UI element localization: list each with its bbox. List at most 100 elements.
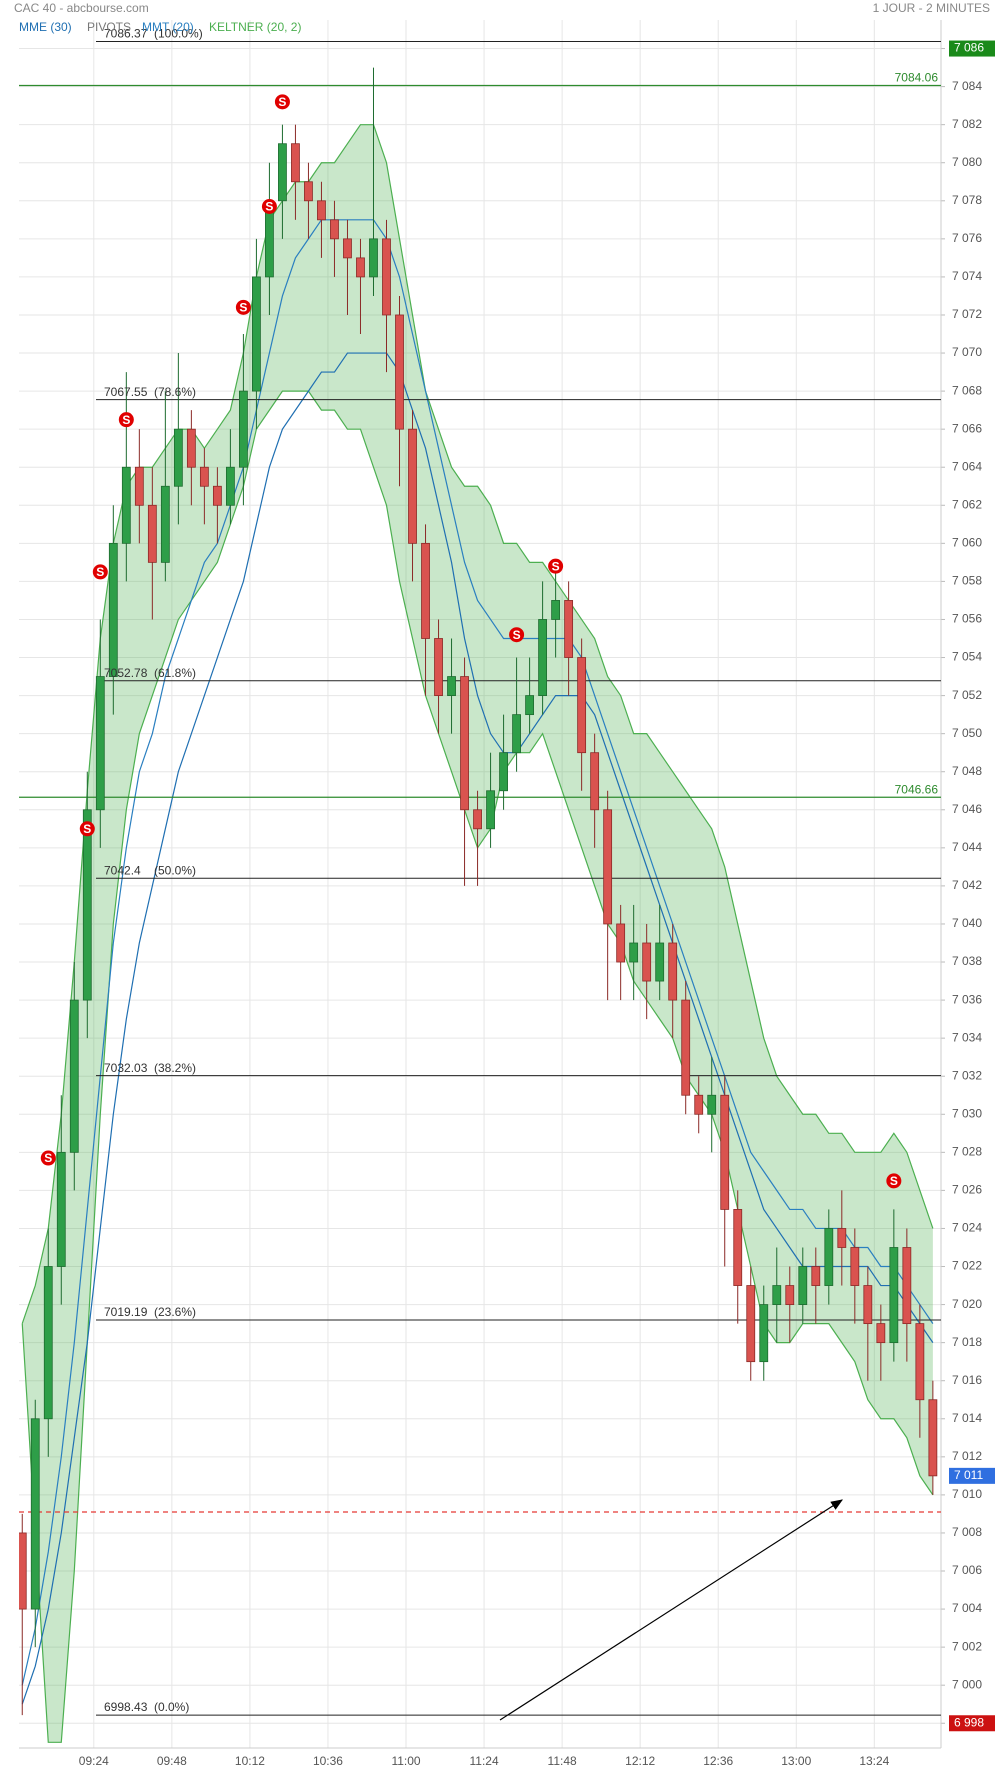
- signal-marker: [509, 627, 525, 643]
- chart-title: CAC 40 - abcbourse.com: [14, 1, 149, 15]
- candle-body: [915, 1323, 925, 1401]
- candle-body: [160, 485, 170, 563]
- fibonacci-ratio: (23.6%): [154, 1305, 196, 1319]
- candle-body: [19, 1532, 27, 1610]
- y-tick-label: 7 040: [952, 916, 982, 930]
- candle-body: [733, 1209, 743, 1286]
- candle-body: [603, 809, 613, 925]
- x-tick-label: 13:00: [781, 1754, 811, 1768]
- candle-body: [538, 619, 548, 696]
- y-tick-label: 7 056: [952, 612, 982, 626]
- x-tick-label: 09:48: [157, 1754, 187, 1768]
- price-tag: [949, 40, 995, 57]
- signal-label: S: [513, 628, 521, 642]
- y-tick-label: 7 002: [952, 1639, 982, 1653]
- candle-body: [889, 1247, 899, 1344]
- y-tick-label: 7 046: [952, 802, 982, 816]
- signal-label: S: [265, 200, 273, 214]
- pivot-label: 7084.06: [895, 71, 939, 85]
- fibonacci-ratio: (61.8%): [154, 666, 196, 680]
- x-tick-label: 13:24: [859, 1754, 889, 1768]
- y-tick-label: 7 004: [952, 1601, 982, 1615]
- candle-body: [69, 999, 79, 1153]
- y-tick-label: 7 054: [952, 650, 982, 664]
- candle-body: [876, 1323, 886, 1344]
- signal-label: S: [552, 559, 560, 573]
- signal-marker: [40, 1150, 56, 1166]
- y-tick-label: 7 070: [952, 345, 982, 359]
- candle-body: [668, 942, 678, 1001]
- signal-label: S: [44, 1151, 52, 1165]
- fibonacci-price: 7067.55: [104, 385, 148, 399]
- candle-body: [317, 200, 326, 221]
- candle-body: [225, 466, 235, 506]
- y-tick-label: 7 068: [952, 383, 982, 397]
- signal-marker: [886, 1173, 902, 1189]
- y-tick-label: 7 072: [952, 307, 982, 321]
- candle-body: [824, 1228, 834, 1286]
- signal-label: S: [890, 1174, 898, 1188]
- candle-body: [837, 1228, 847, 1248]
- price-tag-label: 6 998: [954, 1715, 984, 1729]
- x-tick-label: 11:24: [469, 1754, 498, 1768]
- candle-body: [291, 143, 300, 183]
- y-tick-label: 7 078: [952, 193, 982, 207]
- candle-body: [863, 1285, 873, 1325]
- signal-label: S: [83, 822, 91, 836]
- y-tick-label: 7 036: [952, 992, 982, 1006]
- fibonacci-price: 7052.78: [104, 666, 148, 680]
- fibonacci-price: 6998.43: [104, 1700, 148, 1714]
- fibonacci-price: 7042.4: [104, 863, 141, 877]
- x-tick-label: 11:48: [548, 1754, 577, 1768]
- signal-marker: [118, 412, 134, 428]
- candle-body: [408, 428, 417, 544]
- y-tick-label: 7 050: [952, 726, 982, 740]
- x-tick-label: 11:00: [391, 1754, 420, 1768]
- candle-body: [499, 752, 508, 792]
- fibonacci-price: 7086.37: [104, 27, 148, 41]
- x-tick-label: 12:36: [703, 1754, 733, 1768]
- candle-body: [811, 1266, 821, 1286]
- signal-marker: [235, 299, 251, 315]
- y-tick-label: 7 038: [952, 954, 982, 968]
- signal-label: S: [96, 565, 104, 579]
- fibonacci-ratio: (78.6%): [154, 385, 196, 399]
- candle-body: [395, 314, 404, 430]
- candle-body: [460, 676, 469, 811]
- candle-body: [343, 238, 352, 259]
- x-tick-label: 10:12: [235, 1754, 265, 1768]
- fibonacci-ratio: (0.0%): [154, 1700, 189, 1714]
- legend-entry: MMT (20): [142, 20, 194, 34]
- candle-body: [382, 238, 391, 316]
- candle-body: [746, 1285, 756, 1363]
- y-tick-label: 7 084: [952, 79, 982, 93]
- fibonacci-price: 7032.03: [104, 1061, 148, 1075]
- candle-body: [798, 1266, 808, 1305]
- candle-body: [304, 181, 313, 202]
- x-tick-label: 09:24: [79, 1754, 109, 1768]
- grid: 6 998 7 000 7 002 7 004 7 006 7 008 7 010 7 012…: [19, 20, 982, 1768]
- candle-body: [252, 276, 261, 392]
- y-tick-label: 7 058: [952, 574, 982, 588]
- candle-body: [199, 466, 209, 487]
- y-tick-label: 7 022: [952, 1259, 982, 1273]
- candle-body: [447, 676, 456, 696]
- candle-body: [590, 752, 600, 811]
- moving-average: [21, 352, 934, 1705]
- overlay: 7086.37 (100.0%) 7067.55 (78.6%) 7052.78 (61.…: [19, 20, 995, 1732]
- y-tick-label: 7 016: [952, 1373, 982, 1387]
- candle-body: [525, 695, 534, 716]
- candle-body: [642, 942, 652, 982]
- candle-body: [655, 942, 665, 982]
- y-tick-label: 7 076: [952, 231, 982, 245]
- candle-body: [121, 466, 131, 544]
- y-tick-label: 7 000: [952, 1677, 982, 1691]
- y-tick-label: 7 026: [952, 1183, 982, 1197]
- legend-entry: MME (30): [19, 20, 72, 34]
- y-tick-label: 7 014: [952, 1411, 982, 1425]
- candle-body: [212, 485, 222, 506]
- candle-body: [356, 257, 365, 278]
- candle-body: [108, 542, 118, 677]
- y-tick-label: 7 052: [952, 688, 982, 702]
